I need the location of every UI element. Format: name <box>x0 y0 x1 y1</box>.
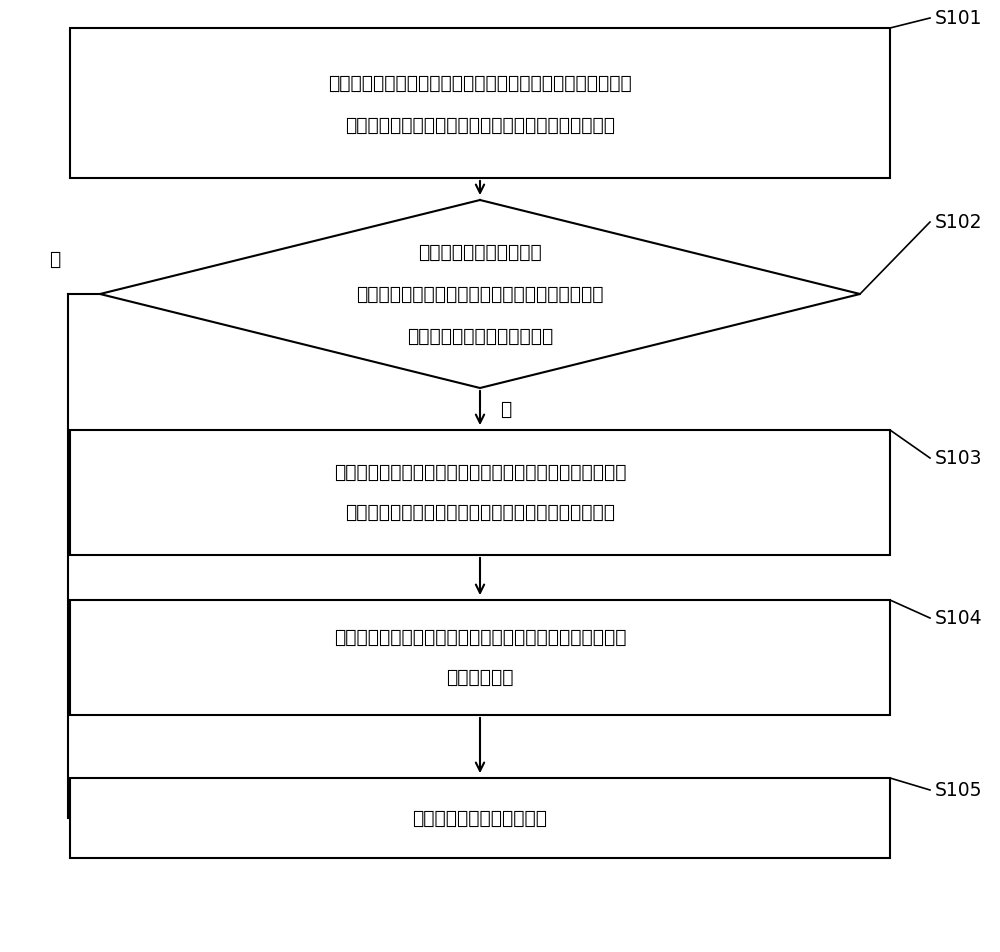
Text: 否: 否 <box>49 250 60 269</box>
Text: 通过所述环境参数和所述人体参数，对所述空调设备的运行: 通过所述环境参数和所述人体参数，对所述空调设备的运行 <box>334 628 626 647</box>
Text: 控制所述空调设备停止工作: 控制所述空调设备停止工作 <box>413 808 548 827</box>
Text: 用电负荷数据获取用电系统中用电占比最大的空调系统: 用电负荷数据获取用电系统中用电占比最大的空调系统 <box>345 115 615 134</box>
Text: S104: S104 <box>935 608 983 627</box>
Text: S105: S105 <box>935 781 982 800</box>
Polygon shape <box>100 200 860 388</box>
Text: 采集特定时间内变电站用电设备的用电负荷数据，并基于所述: 采集特定时间内变电站用电设备的用电负荷数据，并基于所述 <box>328 73 632 92</box>
Text: 基于所述空调系统为室内: 基于所述空调系统为室内 <box>418 243 542 262</box>
Text: S101: S101 <box>935 9 982 28</box>
Text: 所分配的空调设备，通过红外人体探测器判断所述: 所分配的空调设备，通过红外人体探测器判断所述 <box>356 285 604 304</box>
Text: 是: 是 <box>500 400 511 419</box>
Text: 空调设备是否处于可运行状态: 空调设备是否处于可运行状态 <box>407 327 553 346</box>
Text: 集，同时基于温湿度测试仪对室内的环境参数进行监测: 集，同时基于温湿度测试仪对室内的环境参数进行监测 <box>345 503 615 522</box>
Bar <box>70 778 890 858</box>
Bar <box>70 430 890 555</box>
Text: S103: S103 <box>935 448 982 467</box>
Bar <box>70 28 890 178</box>
Bar <box>70 600 890 715</box>
Text: 基于所述红外人体探测器对室内工作人员的人体参数进行采: 基于所述红外人体探测器对室内工作人员的人体参数进行采 <box>334 463 626 482</box>
Text: 参数进行调整: 参数进行调整 <box>446 668 514 687</box>
Text: S102: S102 <box>935 212 982 231</box>
